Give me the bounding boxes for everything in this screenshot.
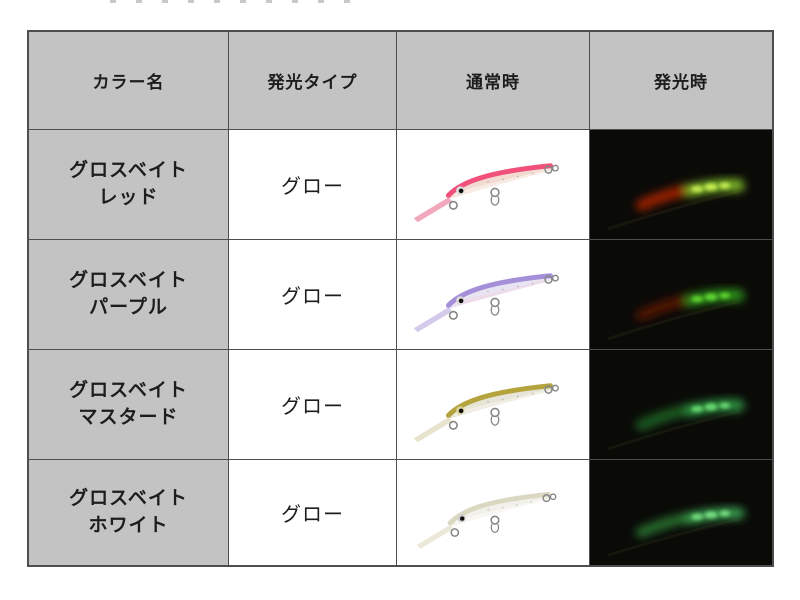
color-name-line1: グロスベイト — [69, 487, 188, 509]
color-name-line2: レッド — [98, 186, 159, 208]
color-name-cell-white: グロスベイト ホワイト — [29, 460, 229, 565]
color-name-cell-mustard: グロスベイト マスタード — [29, 350, 229, 460]
color-name-line2: マスタード — [78, 406, 179, 428]
lure-glow-graphic — [590, 460, 772, 565]
lure-glow-graphic — [590, 240, 772, 349]
color-name-line2: パープル — [89, 296, 168, 318]
lure-photo-glowing — [590, 240, 772, 350]
color-name-cell-purple: グロスベイト パープル — [29, 240, 229, 350]
color-name-cell-red: グロスベイト レッド — [29, 130, 229, 240]
column-header-normal-state: 通常時 — [397, 32, 590, 130]
lure-photo-normal — [397, 350, 590, 460]
color-name-line1: グロスベイト — [69, 269, 188, 291]
glow-type-cell: グロー — [229, 350, 397, 460]
lure-minnow-graphic — [413, 273, 559, 333]
lure-photo-normal — [397, 460, 590, 565]
lure-photo-normal — [397, 130, 590, 240]
lure-glow-graphic — [590, 130, 772, 239]
glow-type-cell: グロー — [229, 130, 397, 240]
lure-minnow-graphic — [413, 383, 559, 443]
top-crop-artifact — [110, 0, 350, 3]
lure-minnow-graphic — [416, 491, 557, 549]
lure-minnow-graphic — [413, 163, 559, 223]
color-name-line1: グロスベイト — [69, 379, 188, 401]
glow-type-cell: グロー — [229, 240, 397, 350]
lure-photo-glowing — [590, 130, 772, 240]
lure-photo-glowing — [590, 460, 772, 565]
column-header-glow-type: 発光タイプ — [229, 32, 397, 130]
color-name-line2: ホワイト — [88, 514, 169, 536]
lure-color-table: カラー名 発光タイプ 通常時 発光時 グロスベイト レッド グロー — [27, 30, 774, 567]
color-name-line1: グロスベイト — [69, 159, 188, 181]
table-grid: カラー名 発光タイプ 通常時 発光時 グロスベイト レッド グロー — [27, 30, 774, 567]
lure-photo-normal — [397, 240, 590, 350]
lure-glow-graphic — [590, 350, 772, 459]
column-header-color-name: カラー名 — [29, 32, 229, 130]
glow-type-cell: グロー — [229, 460, 397, 565]
lure-photo-glowing — [590, 350, 772, 460]
column-header-glowing-state: 発光時 — [590, 32, 772, 130]
